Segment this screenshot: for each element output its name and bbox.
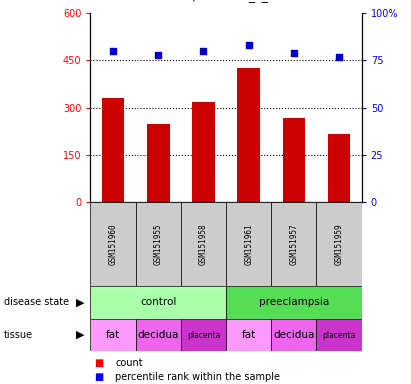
Bar — [271, 319, 316, 351]
Text: ■: ■ — [95, 358, 104, 368]
Text: GSM151955: GSM151955 — [154, 223, 163, 265]
Bar — [147, 124, 169, 202]
Bar — [328, 134, 350, 202]
Bar — [238, 68, 260, 202]
Text: percentile rank within the sample: percentile rank within the sample — [115, 372, 280, 382]
Text: GSM151957: GSM151957 — [289, 223, 298, 265]
Text: GSM151961: GSM151961 — [244, 223, 253, 265]
Text: preeclampsia: preeclampsia — [259, 297, 329, 308]
Point — [291, 50, 297, 56]
Bar — [136, 202, 181, 286]
Bar — [271, 202, 316, 286]
Text: placenta: placenta — [187, 331, 220, 339]
Point — [200, 48, 207, 54]
Text: placenta: placenta — [322, 331, 356, 339]
Text: ▶: ▶ — [76, 297, 84, 308]
Bar — [192, 102, 215, 202]
Text: GDS2548 / 213605_s_at: GDS2548 / 213605_s_at — [130, 0, 281, 2]
Bar — [90, 202, 136, 286]
Text: tissue: tissue — [4, 330, 33, 340]
Bar — [226, 319, 271, 351]
Point — [245, 42, 252, 48]
Bar — [181, 202, 226, 286]
Bar — [90, 319, 136, 351]
Text: ▶: ▶ — [76, 330, 84, 340]
Text: control: control — [140, 297, 176, 308]
Text: disease state: disease state — [4, 297, 69, 308]
Text: ■: ■ — [95, 372, 104, 382]
Text: GSM151960: GSM151960 — [109, 223, 118, 265]
Point — [155, 52, 162, 58]
Text: decidua: decidua — [273, 330, 314, 340]
Text: GSM151959: GSM151959 — [335, 223, 344, 265]
Point — [336, 54, 342, 60]
Text: GSM151958: GSM151958 — [199, 223, 208, 265]
Point — [110, 48, 116, 54]
Bar — [90, 286, 226, 319]
Text: decidua: decidua — [138, 330, 179, 340]
Bar — [102, 98, 125, 202]
Text: fat: fat — [106, 330, 120, 340]
Bar — [226, 202, 271, 286]
Bar — [136, 319, 181, 351]
Text: fat: fat — [242, 330, 256, 340]
Bar — [181, 319, 226, 351]
Bar — [316, 202, 362, 286]
Text: count: count — [115, 358, 143, 368]
Bar — [226, 286, 362, 319]
Bar — [316, 319, 362, 351]
Bar — [283, 118, 305, 202]
